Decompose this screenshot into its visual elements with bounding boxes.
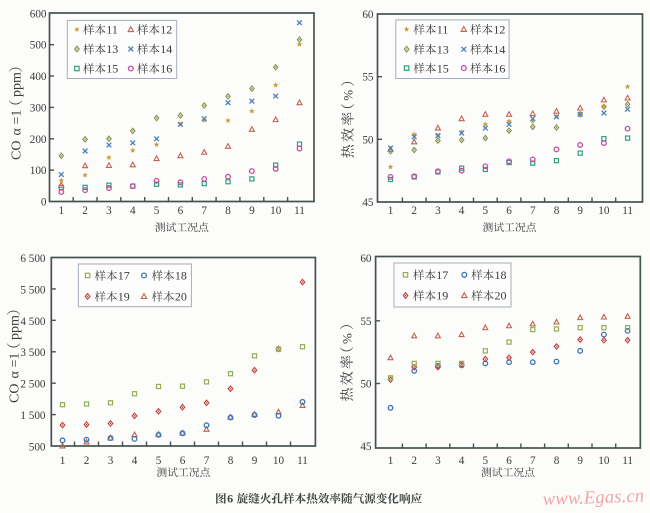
svg-text:0: 0: [41, 197, 47, 209]
svg-text:17: 17: [118, 269, 130, 283]
svg-text:14: 14: [493, 42, 505, 56]
svg-text:3: 3: [108, 455, 114, 467]
svg-text:1: 1: [388, 455, 394, 467]
svg-text:3: 3: [435, 455, 441, 467]
svg-text:400: 400: [30, 71, 47, 83]
svg-text:60: 60: [360, 253, 372, 265]
svg-text:45: 45: [360, 441, 372, 453]
svg-text:19: 19: [436, 289, 448, 303]
svg-text:45: 45: [362, 197, 374, 209]
svg-text:11: 11: [106, 23, 118, 37]
svg-text:12: 12: [160, 23, 172, 37]
svg-text:8: 8: [225, 205, 231, 217]
svg-text:15: 15: [106, 62, 118, 76]
svg-text:9: 9: [249, 205, 255, 217]
svg-text:5: 5: [154, 205, 160, 217]
svg-text:6 500: 6 500: [20, 253, 46, 265]
svg-text:2: 2: [84, 455, 90, 467]
svg-text:17: 17: [436, 268, 448, 282]
svg-text:4: 4: [132, 455, 138, 467]
svg-text:6: 6: [506, 205, 512, 217]
svg-text:5: 5: [483, 455, 489, 467]
svg-text:500: 500: [30, 40, 47, 52]
svg-text:8: 8: [554, 205, 560, 217]
svg-text:19: 19: [118, 290, 130, 304]
svg-text:3 500: 3 500: [20, 347, 46, 359]
svg-text:6: 6: [506, 455, 512, 467]
svg-text:4 500: 4 500: [20, 316, 46, 328]
svg-text:50: 50: [360, 379, 372, 391]
svg-text:60: 60: [362, 9, 374, 21]
svg-text:α: α: [8, 371, 23, 379]
svg-text:6: 6: [178, 205, 184, 217]
svg-text:11: 11: [294, 205, 305, 217]
svg-text:7: 7: [530, 455, 536, 467]
svg-text:7: 7: [201, 205, 207, 217]
svg-text:8: 8: [228, 455, 234, 467]
svg-text:16: 16: [160, 62, 172, 76]
svg-text:10: 10: [270, 205, 282, 217]
svg-text:%: %: [339, 333, 354, 344]
svg-text:ppm: ppm: [8, 315, 23, 340]
svg-text:16: 16: [493, 61, 505, 75]
svg-text:=1: =1: [8, 353, 23, 368]
svg-text:200: 200: [30, 134, 47, 146]
svg-text:20: 20: [175, 290, 187, 304]
svg-text:10: 10: [598, 205, 610, 217]
svg-text:3: 3: [106, 205, 112, 217]
svg-text:13: 13: [106, 42, 118, 56]
svg-text:55: 55: [362, 72, 374, 84]
svg-text:18: 18: [175, 269, 187, 283]
svg-text:2: 2: [411, 205, 417, 217]
svg-text:2 500: 2 500: [20, 379, 46, 391]
svg-text:9: 9: [577, 205, 583, 217]
svg-text:11: 11: [297, 455, 308, 467]
svg-text:2: 2: [82, 205, 88, 217]
svg-text:1 500: 1 500: [20, 410, 46, 422]
svg-text:5: 5: [483, 205, 489, 217]
svg-text:7: 7: [530, 205, 536, 217]
svg-text:10: 10: [598, 455, 610, 467]
svg-text:9: 9: [577, 455, 583, 467]
svg-text:5: 5: [156, 455, 162, 467]
svg-text:%: %: [340, 90, 355, 101]
svg-text:CO: CO: [8, 384, 23, 403]
svg-text:20: 20: [495, 289, 507, 303]
svg-text:5 500: 5 500: [20, 284, 46, 296]
svg-text:α: α: [10, 128, 25, 136]
svg-text:100: 100: [30, 165, 47, 177]
svg-text:CO: CO: [10, 141, 25, 160]
svg-text:6: 6: [227, 492, 233, 506]
svg-text:7: 7: [204, 455, 210, 467]
svg-text:600: 600: [30, 8, 47, 20]
svg-text:14: 14: [160, 42, 172, 56]
svg-text:1: 1: [60, 455, 66, 467]
svg-text:4: 4: [459, 455, 465, 467]
svg-text:12: 12: [493, 23, 505, 37]
svg-text:13: 13: [437, 42, 449, 56]
svg-text:=1: =1: [10, 110, 25, 125]
svg-text:4: 4: [130, 205, 136, 217]
svg-text:11: 11: [622, 205, 633, 217]
svg-text:500: 500: [29, 442, 46, 454]
svg-text:2: 2: [411, 455, 417, 467]
svg-text:1: 1: [59, 205, 65, 217]
svg-text:300: 300: [30, 102, 47, 114]
svg-text:9: 9: [252, 455, 258, 467]
svg-text:11: 11: [622, 455, 633, 467]
svg-text:18: 18: [495, 268, 507, 282]
svg-text:www.Egas.cn: www.Egas.cn: [542, 486, 644, 510]
svg-text:3: 3: [435, 205, 441, 217]
svg-text:50: 50: [362, 134, 374, 146]
svg-text:1: 1: [388, 205, 394, 217]
svg-text:15: 15: [437, 61, 449, 75]
svg-text:10: 10: [273, 455, 285, 467]
svg-text:11: 11: [437, 23, 449, 37]
svg-text:4: 4: [459, 205, 465, 217]
svg-text:ppm: ppm: [10, 72, 25, 97]
svg-text:55: 55: [360, 316, 372, 328]
svg-text:8: 8: [554, 455, 560, 467]
svg-text:6: 6: [180, 455, 186, 467]
